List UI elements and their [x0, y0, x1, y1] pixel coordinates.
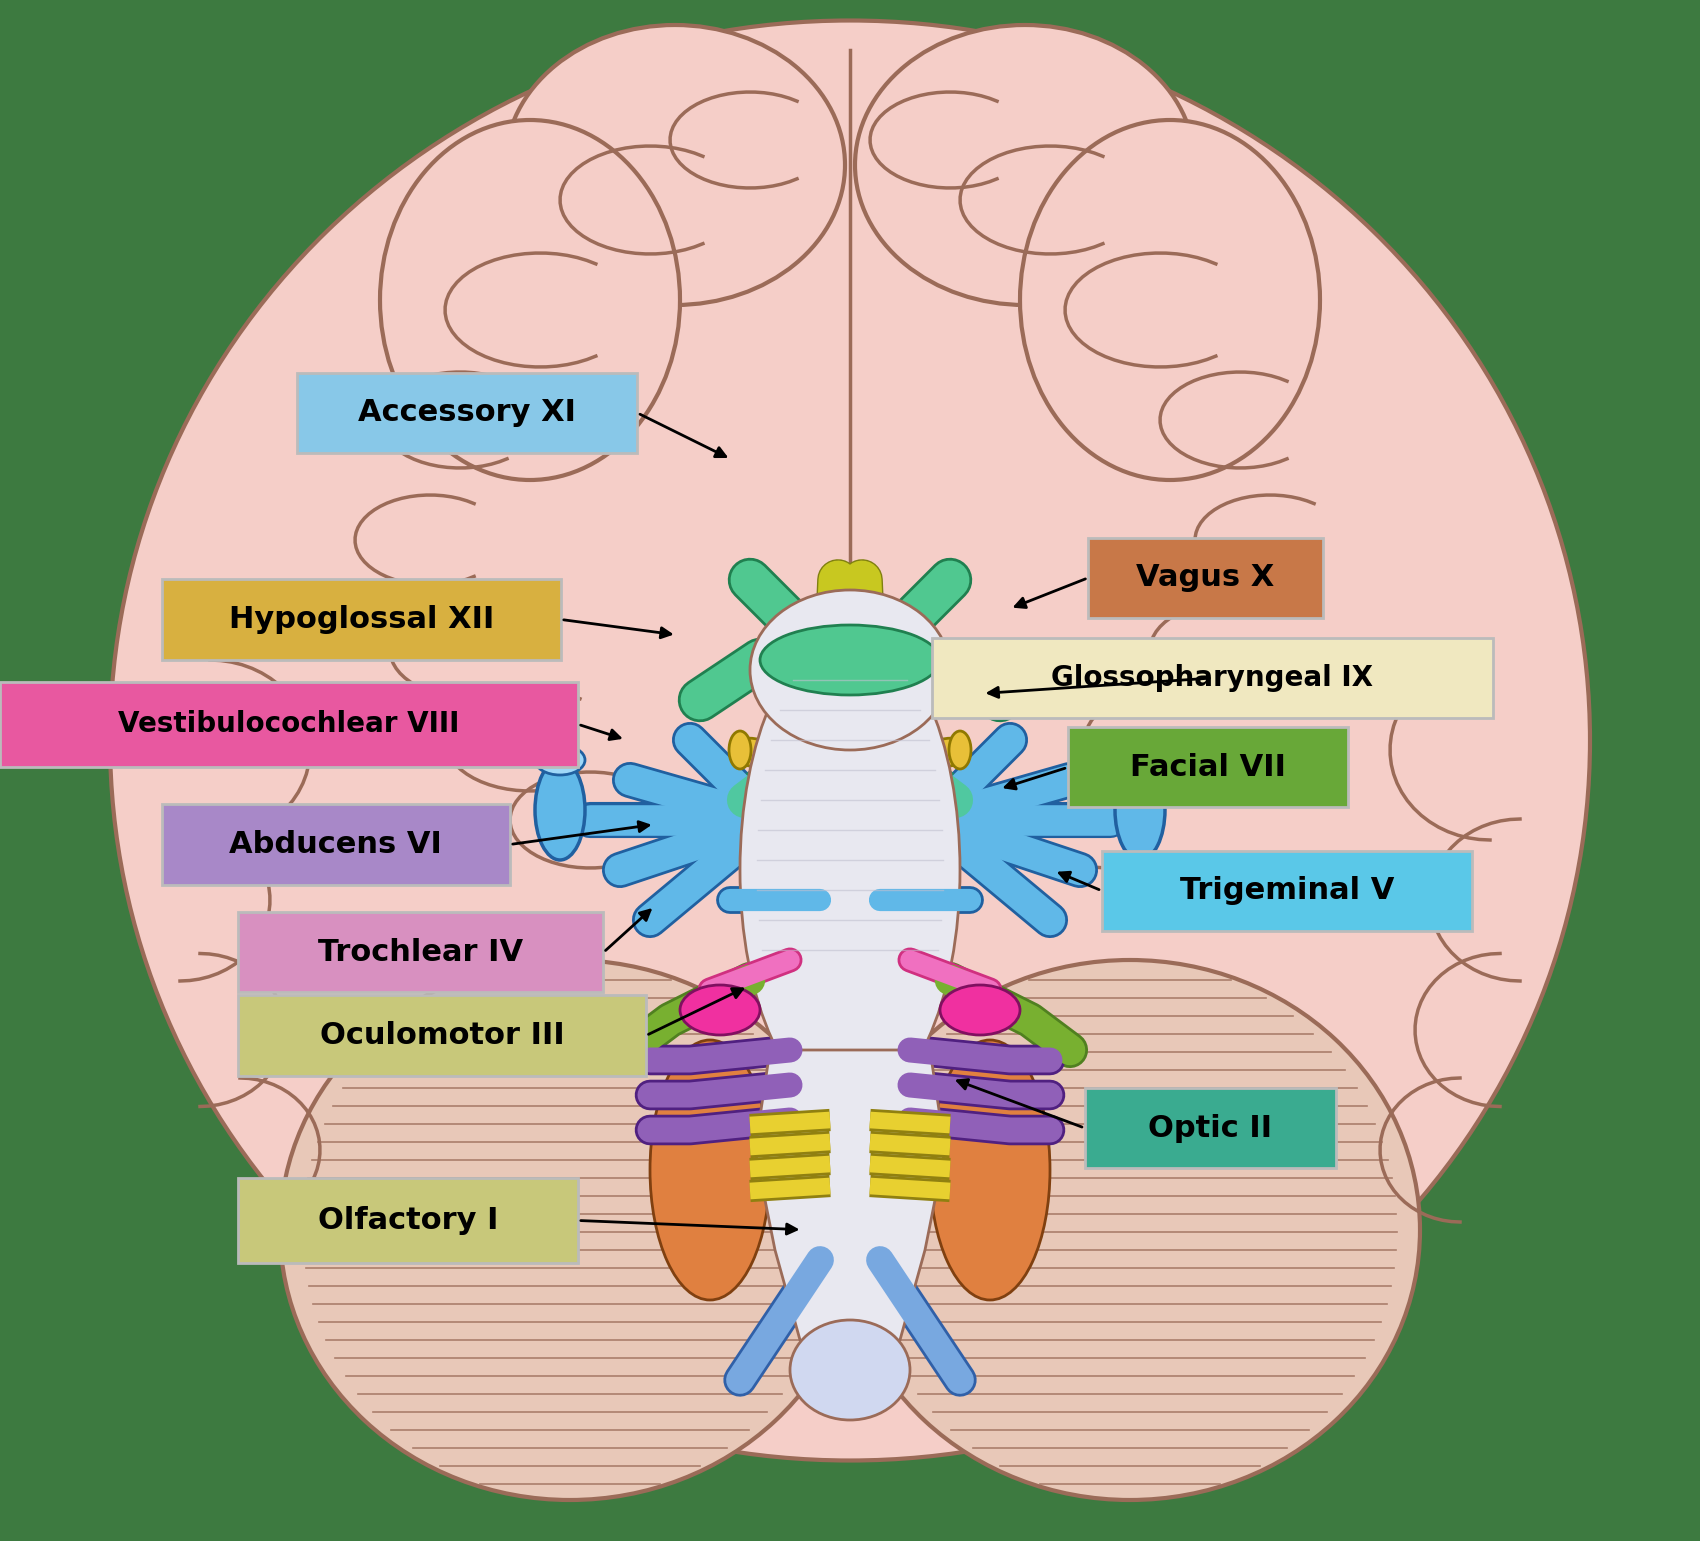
- Text: Olfactory I: Olfactory I: [318, 1207, 498, 1234]
- Ellipse shape: [855, 25, 1195, 305]
- Ellipse shape: [729, 730, 751, 769]
- Polygon shape: [755, 1049, 945, 1370]
- FancyBboxPatch shape: [1102, 851, 1472, 931]
- Ellipse shape: [740, 630, 960, 1110]
- Ellipse shape: [505, 25, 845, 305]
- FancyBboxPatch shape: [238, 912, 604, 992]
- FancyBboxPatch shape: [238, 1177, 578, 1262]
- FancyBboxPatch shape: [1068, 727, 1348, 807]
- Ellipse shape: [536, 760, 585, 860]
- Ellipse shape: [110, 20, 1590, 1461]
- Text: Vestibulocochlear VIII: Vestibulocochlear VIII: [119, 710, 459, 738]
- Ellipse shape: [930, 1040, 1051, 1301]
- Ellipse shape: [750, 590, 950, 750]
- Text: Facial VII: Facial VII: [1130, 754, 1285, 781]
- Text: Hypoglossal XII: Hypoglossal XII: [228, 606, 495, 633]
- Ellipse shape: [790, 1321, 910, 1419]
- Ellipse shape: [949, 730, 971, 769]
- Text: Trigeminal V: Trigeminal V: [1180, 877, 1394, 905]
- Ellipse shape: [649, 1040, 770, 1301]
- Ellipse shape: [840, 960, 1420, 1499]
- Ellipse shape: [280, 960, 860, 1499]
- FancyBboxPatch shape: [1085, 1088, 1336, 1168]
- FancyBboxPatch shape: [162, 804, 510, 885]
- Ellipse shape: [536, 744, 585, 775]
- FancyBboxPatch shape: [1088, 538, 1323, 618]
- Text: Glossopharyngeal IX: Glossopharyngeal IX: [1051, 664, 1374, 692]
- FancyBboxPatch shape: [932, 638, 1493, 718]
- FancyBboxPatch shape: [162, 579, 561, 660]
- Text: Optic II: Optic II: [1148, 1114, 1273, 1142]
- Text: Oculomotor III: Oculomotor III: [320, 1022, 564, 1049]
- FancyBboxPatch shape: [298, 373, 638, 453]
- FancyBboxPatch shape: [0, 683, 578, 767]
- Text: Vagus X: Vagus X: [1136, 564, 1275, 592]
- Ellipse shape: [940, 985, 1020, 1036]
- Text: Abducens VI: Abducens VI: [230, 831, 442, 858]
- Ellipse shape: [1115, 744, 1164, 775]
- Ellipse shape: [1115, 760, 1164, 860]
- Ellipse shape: [760, 626, 940, 695]
- Ellipse shape: [381, 120, 680, 479]
- FancyBboxPatch shape: [238, 995, 646, 1076]
- Ellipse shape: [680, 985, 760, 1036]
- Ellipse shape: [1020, 120, 1319, 479]
- Text: Trochlear IV: Trochlear IV: [318, 938, 524, 966]
- Text: Accessory XI: Accessory XI: [359, 399, 576, 427]
